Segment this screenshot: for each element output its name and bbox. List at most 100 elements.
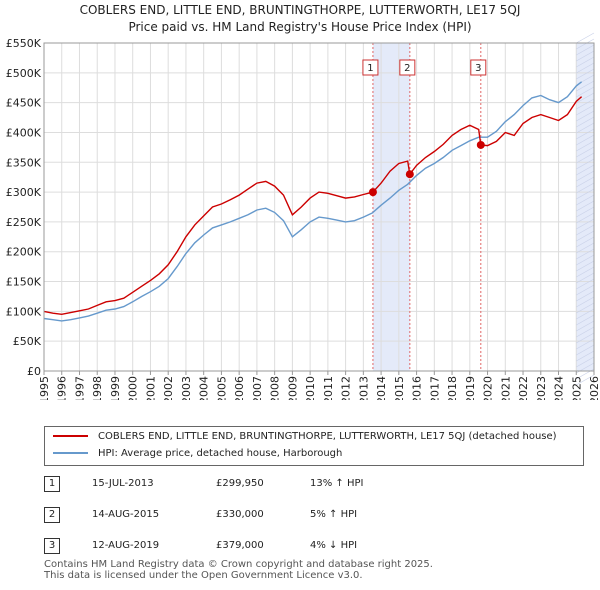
hatch-line [576, 194, 595, 206]
hatch-line [576, 68, 595, 80]
x-tick-label: 2021 [499, 376, 512, 400]
hatch-line [576, 200, 595, 212]
hatch-line [576, 128, 595, 140]
x-tick-label: 2008 [269, 376, 282, 400]
sale-date: 14-AUG-2015 [92, 509, 160, 520]
plot-frame [43, 42, 595, 372]
hatch-line [576, 308, 595, 320]
sale-price: £299,950 [216, 478, 264, 489]
x-tick-label: 2017 [428, 376, 441, 400]
x-tick-label: 2006 [233, 376, 246, 400]
hatch-line [576, 224, 595, 236]
x-tick-label: 2002 [162, 376, 175, 400]
x-tick-label: 1995 [38, 376, 51, 400]
sale-marker-label: 2 [404, 63, 410, 74]
hatch-line [576, 152, 595, 164]
legend-label-hpi: HPI: Average price, detached house, Harb… [98, 448, 343, 459]
hatch-line [576, 290, 595, 302]
hatch-line [576, 248, 595, 260]
hatch-line [576, 104, 595, 116]
hatch-line [576, 158, 595, 170]
x-tick-label: 2003 [180, 376, 193, 400]
hatch-line [576, 344, 595, 356]
y-tick-label: £300K [6, 186, 42, 199]
sale-number-badge: 3 [44, 538, 60, 554]
hatch-line [576, 212, 595, 224]
x-tick-label: 1999 [109, 376, 122, 400]
hatch-line [576, 98, 595, 110]
x-tick-label: 2009 [286, 376, 299, 400]
hatch-line [576, 284, 595, 296]
y-tick-label: £500K [6, 67, 42, 80]
hatch-line [576, 146, 595, 158]
hatch-line [576, 116, 595, 128]
sale-point [368, 188, 377, 197]
x-tick-label: 2026 [588, 376, 600, 400]
x-tick-label: 2005 [215, 376, 228, 400]
x-tick-label: 2020 [482, 376, 495, 400]
x-tick-label: 1996 [56, 376, 69, 400]
x-tick-label: 2012 [340, 376, 353, 400]
y-tick-label: £100K [6, 305, 42, 318]
hatch-line [576, 242, 595, 254]
y-tick-label: £450K [6, 97, 42, 110]
hatch-line [576, 296, 595, 308]
hatch-line [576, 374, 595, 386]
hpi-line [43, 81, 583, 322]
legend-swatch-property [53, 435, 88, 437]
sale-marker-box [470, 59, 487, 76]
hatch-line [576, 206, 595, 218]
x-tick-label: 2001 [144, 376, 157, 400]
hatch-line [576, 278, 595, 290]
plot-area [44, 43, 594, 371]
y-tick-label: £150K [6, 276, 42, 289]
sale-price: £379,000 [216, 540, 264, 551]
legend-label-property: COBLERS END, LITTLE END, BRUNTINGTHORPE,… [98, 431, 557, 442]
x-tick-label: 2000 [127, 376, 140, 400]
hatch-line [576, 230, 595, 242]
x-tick-label: 2013 [357, 376, 370, 400]
x-tick-label: 1998 [91, 376, 104, 400]
hatch-line [576, 32, 595, 44]
hatch-line [576, 236, 595, 248]
sale-marker-box [399, 59, 416, 76]
hatch-line [576, 326, 595, 338]
footer-copyright: Contains HM Land Registry data © Crown c… [44, 559, 433, 570]
y-tick-label: £200K [6, 246, 42, 259]
hatch-line [576, 56, 595, 68]
y-tick-label: £550K [6, 37, 42, 50]
hatch-line [576, 254, 595, 266]
chart-subtitle: Price paid vs. HM Land Registry's House … [128, 20, 472, 34]
x-tick-label: 2025 [570, 376, 583, 400]
footer-notice: Contains HM Land Registry data © Crown c… [44, 559, 433, 581]
price-chart: 1 2 3 £0 £50K £100K £150K £200K £250K £300K £350K £… [6, 32, 600, 400]
footer-licence: This data is licensed under the Open Gov… [44, 570, 363, 581]
hatch-line [576, 164, 595, 176]
chart-title-address: COBLERS END, LITTLE END, BRUNTINGTHORPE,… [79, 3, 521, 17]
hatch-line [576, 50, 595, 62]
hatch-line [576, 140, 595, 152]
hatch-line [576, 62, 595, 74]
sale-number-badge: 2 [44, 507, 60, 523]
hatch-line [576, 134, 595, 146]
hatch-line [576, 110, 595, 122]
x-tick-label: 2016 [411, 376, 424, 400]
sale-hpi-diff: 13% ↑ HPI [310, 478, 364, 489]
sale-hpi-diff: 5% ↑ HPI [310, 509, 358, 520]
y-tick-label: £250K [6, 216, 42, 229]
hatch-line [576, 356, 595, 368]
y-tick-label: £0 [27, 365, 41, 378]
hatch-line [576, 314, 595, 326]
hatch-line [576, 176, 595, 188]
hatch-line [576, 122, 595, 134]
property-price-line [43, 96, 583, 316]
sale-marker-box [362, 59, 379, 76]
x-tick-label: 2004 [198, 376, 211, 400]
y-tick-label: £350K [6, 156, 42, 169]
x-tick-label: 2018 [446, 376, 459, 400]
sale-date: 15-JUL-2013 [92, 478, 154, 489]
hatch-line [576, 320, 595, 332]
sale-marker-label: 1 [367, 63, 373, 74]
sale-point [476, 140, 485, 149]
hatch-line [576, 350, 595, 362]
